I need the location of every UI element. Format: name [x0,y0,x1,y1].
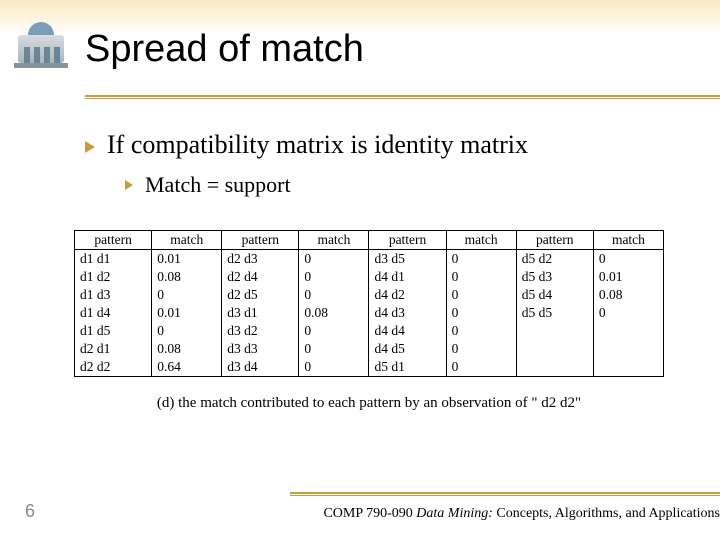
table-row: d2 d20.64d3 d40d5 d10 [75,358,664,377]
bullet-level2: Match = support [125,172,680,198]
bullet-level1: If compatibility matrix is identity matr… [85,130,680,160]
table-cell: d1 d2 [75,268,152,286]
table-cell: 0 [299,268,369,286]
table-cell [516,322,593,340]
col-header: pattern [369,231,446,250]
table-row: d1 d50d3 d20d4 d40 [75,322,664,340]
table-cell: 0 [446,250,516,269]
match-table-wrapper: pattern match pattern match pattern matc… [74,230,664,412]
arrow-icon [85,141,95,153]
table-cell: 0 [299,358,369,377]
table-cell: 0 [152,286,222,304]
footer-course: COMP 790-090 [323,506,416,521]
table-cell: 0 [593,250,663,269]
table-cell: 0 [446,286,516,304]
table-cell: d3 d3 [222,340,299,358]
table-row: d1 d20.08d2 d40d4 d10d5 d30.01 [75,268,664,286]
table-cell: d4 d1 [369,268,446,286]
table-cell: d1 d4 [75,304,152,322]
table-cell: 0 [152,322,222,340]
table-cell: 0 [299,286,369,304]
table-cell: 0 [446,358,516,377]
table-cell: d5 d3 [516,268,593,286]
table-header-row: pattern match pattern match pattern matc… [75,231,664,250]
table-row: d1 d30d2 d50d4 d20d5 d40.08 [75,286,664,304]
table-caption: (d) the match contributed to each patter… [74,395,664,412]
table-cell: d1 d3 [75,286,152,304]
table-row: d1 d40.01d3 d10.08d4 d30d5 d50 [75,304,664,322]
col-header: pattern [222,231,299,250]
bullet-level1-text: If compatibility matrix is identity matr… [107,130,528,160]
table-cell: 0.01 [152,304,222,322]
table-cell: 0 [446,268,516,286]
table-cell: d4 d5 [369,340,446,358]
bullet-level2-text: Match = support [145,172,291,198]
table-row: d1 d10.01d2 d30d3 d50d5 d20 [75,250,664,269]
table-cell: 0.08 [152,340,222,358]
table-cell: 0 [593,304,663,322]
col-header: match [299,231,369,250]
table-cell: d4 d3 [369,304,446,322]
table-cell: 0 [446,304,516,322]
table-cell: d1 d1 [75,250,152,269]
table-cell [516,340,593,358]
table-cell: d3 d1 [222,304,299,322]
unc-logo [10,22,72,82]
table-cell: 0 [299,250,369,269]
table-cell [593,322,663,340]
col-header: match [152,231,222,250]
table-cell [593,340,663,358]
table-cell: 0 [446,322,516,340]
table-cell: d2 d3 [222,250,299,269]
table-cell: d2 d5 [222,286,299,304]
footer-text: COMP 790-090 Data Mining: Concepts, Algo… [323,506,720,522]
table-cell: d1 d5 [75,322,152,340]
table-cell: d4 d4 [369,322,446,340]
col-header: pattern [516,231,593,250]
col-header: pattern [75,231,152,250]
footer-book-subtitle: Concepts, Algorithms, and Applications [493,506,720,521]
table-row: d2 d10.08d3 d30d4 d50 [75,340,664,358]
content-area: If compatibility matrix is identity matr… [85,130,680,210]
table-cell: 0.08 [593,286,663,304]
table-cell: 0 [299,322,369,340]
table-cell: d3 d5 [369,250,446,269]
col-header: match [446,231,516,250]
table-cell: d2 d2 [75,358,152,377]
arrow-icon [125,180,133,190]
table-cell: 0.08 [152,268,222,286]
table-cell: 0 [446,340,516,358]
slide-title: Spread of match [85,28,364,71]
table-cell: 0.08 [299,304,369,322]
footer-book-title: Data Mining: [416,506,493,521]
table-cell: d4 d2 [369,286,446,304]
table-cell: 0 [299,340,369,358]
table-cell [516,358,593,377]
table-cell: 0.01 [593,268,663,286]
table-cell: 0.01 [152,250,222,269]
title-underline [85,95,720,97]
table-cell: 0.64 [152,358,222,377]
table-cell: d5 d5 [516,304,593,322]
table-cell: d3 d2 [222,322,299,340]
table-cell: d2 d4 [222,268,299,286]
table-cell: d3 d4 [222,358,299,377]
table-cell [593,358,663,377]
footer-underline [290,492,720,494]
col-header: match [593,231,663,250]
table-cell: d5 d2 [516,250,593,269]
table-cell: d5 d4 [516,286,593,304]
table-cell: d2 d1 [75,340,152,358]
table-cell: d5 d1 [369,358,446,377]
match-table: pattern match pattern match pattern matc… [74,230,664,377]
page-number: 6 [25,501,35,522]
